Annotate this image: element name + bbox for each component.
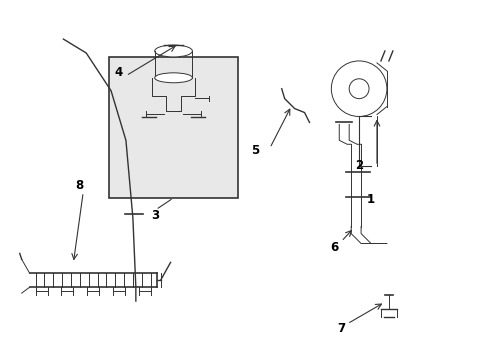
Text: 8: 8 <box>75 179 83 193</box>
Text: 4: 4 <box>115 66 123 79</box>
Ellipse shape <box>154 45 192 57</box>
Text: 2: 2 <box>354 159 363 172</box>
Text: 3: 3 <box>151 209 160 222</box>
Bar <box>109 57 238 198</box>
Text: 7: 7 <box>337 322 345 336</box>
Text: 6: 6 <box>329 241 338 254</box>
Text: 5: 5 <box>250 144 259 157</box>
Text: 1: 1 <box>366 193 374 206</box>
Ellipse shape <box>154 73 192 83</box>
